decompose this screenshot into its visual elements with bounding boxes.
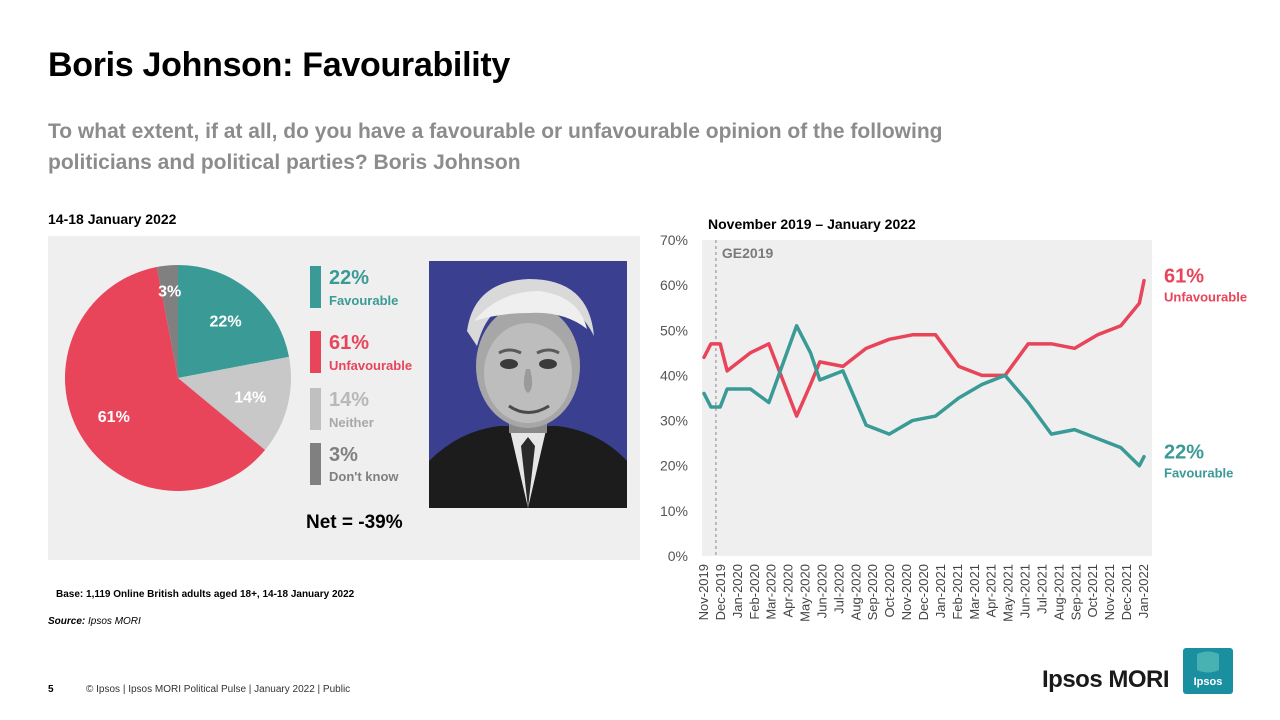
legend-pct-favourable: 22%: [329, 267, 370, 289]
legend-label-neither: Neither: [329, 415, 374, 430]
x-tick-label: Jul-2020: [831, 564, 846, 614]
y-tick-label: 30%: [660, 413, 688, 429]
line-date-label: November 2019 – January 2022: [708, 216, 916, 232]
x-tick-label: Mar-2020: [764, 564, 779, 620]
pie-slice-don-t-know: [156, 265, 178, 378]
pie-date-label: 14-18 January 2022: [48, 211, 177, 227]
x-tick-label: Sep-2021: [1068, 564, 1083, 620]
page-title: Boris Johnson: Favourability: [48, 46, 510, 84]
x-tick-label: Jan-2020: [730, 564, 745, 618]
x-tick-label: Feb-2020: [747, 564, 762, 620]
x-tick-label: May-2020: [798, 564, 813, 622]
pie-chart: 22% 14% 61% 3%: [64, 265, 291, 491]
brand-wordmark: Ipsos MORI: [1042, 666, 1170, 693]
y-tick-label: 0%: [668, 548, 688, 564]
ipsos-logo: Ipsos: [1183, 648, 1233, 694]
x-tick-label: Dec-2020: [916, 564, 931, 620]
legend-pct-unfavourable: 61%: [329, 332, 370, 354]
net-score: Net = -39%: [306, 512, 403, 533]
x-tick-label: Nov-2021: [1102, 564, 1117, 620]
y-tick-label: 40%: [660, 367, 688, 383]
legend-label-unfavourable: Unfavourable: [329, 358, 413, 373]
x-tick-label: Aug-2020: [848, 564, 863, 620]
end-value-favourable: 22%: [1164, 442, 1204, 464]
pie-label-don-t-know: 3%: [158, 283, 181, 300]
x-tick-label: Feb-2021: [950, 564, 965, 620]
y-tick-label: 70%: [660, 232, 688, 248]
legend-pct-dont-know: 3%: [329, 444, 358, 466]
x-tick-label: Oct-2020: [882, 564, 897, 617]
source-note: Source: Ipsos MORI: [48, 616, 141, 627]
survey-question: To what extent, if at all, do you have a…: [48, 120, 943, 174]
politician-portrait: [429, 261, 627, 508]
pie-slice-neither: [178, 356, 291, 451]
y-tick-label: 20%: [660, 458, 688, 474]
x-tick-label: Aug-2021: [1051, 564, 1066, 620]
x-tick-label: Nov-2019: [696, 564, 711, 620]
ge2019-marker-label: GE2019: [722, 245, 774, 261]
x-tick-label: Apr-2020: [781, 564, 796, 617]
x-tick-label: Apr-2021: [984, 564, 999, 617]
x-tick-label: Jun-2020: [814, 564, 829, 618]
footer-text: © Ipsos | Ipsos MORI Political Pulse | J…: [86, 684, 351, 695]
legend-swatch-unfavourable: [310, 331, 321, 373]
pie-slice-unfavourable: [64, 267, 266, 491]
source-label: Source:: [48, 616, 86, 627]
source-value: Ipsos MORI: [88, 616, 141, 627]
x-tick-label: Jan-2021: [933, 564, 948, 618]
pie-slice-favourable: [178, 265, 289, 378]
end-label-unfavourable: Unfavourable: [1164, 290, 1247, 305]
x-tick-label: Jan-2022: [1136, 564, 1151, 618]
y-tick-label: 60%: [660, 277, 688, 293]
x-tick-label: May-2021: [1001, 564, 1016, 622]
y-tick-label: 10%: [660, 503, 688, 519]
x-tick-label: Mar-2021: [967, 564, 982, 620]
x-tick-label: Jul-2021: [1034, 564, 1049, 614]
x-tick-label: Nov-2020: [899, 564, 914, 620]
x-tick-label: Sep-2020: [865, 564, 880, 620]
legend-label-favourable: Favourable: [329, 293, 399, 308]
plot-area: [702, 240, 1152, 556]
pie-label-favourable: 22%: [210, 314, 242, 331]
legend-pct-neither: 14%: [329, 389, 370, 411]
y-tick-label: 50%: [660, 322, 688, 338]
series-line-unfavourable: [702, 278, 1146, 418]
logo-text: Ipsos: [1193, 676, 1223, 688]
legend-swatch-favourable: [310, 266, 321, 308]
x-tick-label: Dec-2021: [1119, 564, 1134, 620]
x-tick-label: Oct-2021: [1085, 564, 1100, 617]
line-chart: 0%10%20%30%40%50%60%70%Nov-2019 Dec-2019 J…: [660, 232, 1247, 622]
legend-swatch-dont-know: [310, 443, 321, 485]
legend-label-dont-know: Don't know: [329, 469, 399, 484]
pie-label-neither: 14%: [234, 390, 266, 407]
x-tick-label: Jun-2021: [1018, 564, 1033, 618]
base-note: Base: 1,119 Online British adults aged 1…: [56, 589, 355, 600]
series-line-favourable: [702, 324, 1146, 468]
end-value-unfavourable: 61%: [1164, 266, 1204, 288]
x-tick-label: Dec-2019: [713, 564, 728, 620]
pie-label-unfavourable: 61%: [98, 409, 130, 426]
legend-swatch-neither: [310, 388, 321, 430]
end-label-favourable: Favourable: [1164, 466, 1233, 481]
page-number: 5: [48, 684, 54, 695]
